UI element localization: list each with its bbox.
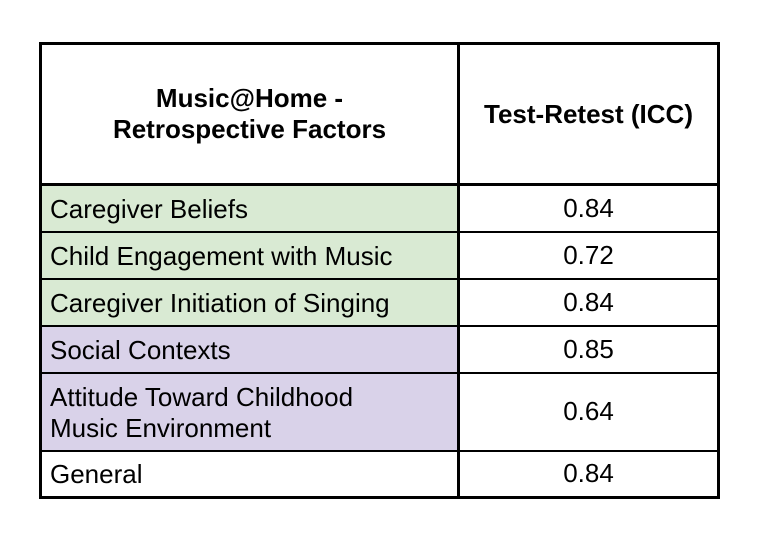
header-icc: Test-Retest (ICC) (457, 42, 720, 186)
factor-cell: Child Engagement with Music (39, 230, 460, 280)
factor-line-2: Music Environment (50, 412, 272, 443)
factor-line-1: Attitude Toward Childhood (50, 381, 354, 412)
icc-table: Music@Home - Retrospective Factors Test-… (39, 42, 720, 499)
header-factors: Music@Home - Retrospective Factors (39, 42, 460, 186)
table-row: Social Contexts 0.85 (39, 324, 720, 374)
icc-value-cell: 0.84 (457, 183, 720, 233)
icc-value-cell: 0.72 (457, 230, 720, 280)
icc-value-cell: 0.64 (457, 371, 720, 452)
table-row: Child Engagement with Music 0.72 (39, 230, 720, 280)
header-factors-line-2: Retrospective Factors (112, 114, 387, 144)
table-row: Attitude Toward Childhood Music Environm… (39, 371, 720, 452)
header-row: Music@Home - Retrospective Factors Test-… (39, 42, 720, 186)
table-row: General 0.84 (39, 449, 720, 499)
table-row: Caregiver Initiation of Singing 0.84 (39, 277, 720, 327)
icc-value-cell: 0.84 (457, 277, 720, 327)
factor-cell: Caregiver Initiation of Singing (39, 277, 460, 327)
factor-cell: Attitude Toward Childhood Music Environm… (39, 371, 460, 452)
table-row: Caregiver Beliefs 0.84 (39, 183, 720, 233)
header-factors-line-1: Music@Home - (155, 83, 344, 113)
factor-cell: Social Contexts (39, 324, 460, 374)
icc-value-cell: 0.85 (457, 324, 720, 374)
icc-value-cell: 0.84 (457, 449, 720, 499)
factor-cell: Caregiver Beliefs (39, 183, 460, 233)
factor-cell: General (39, 449, 460, 499)
